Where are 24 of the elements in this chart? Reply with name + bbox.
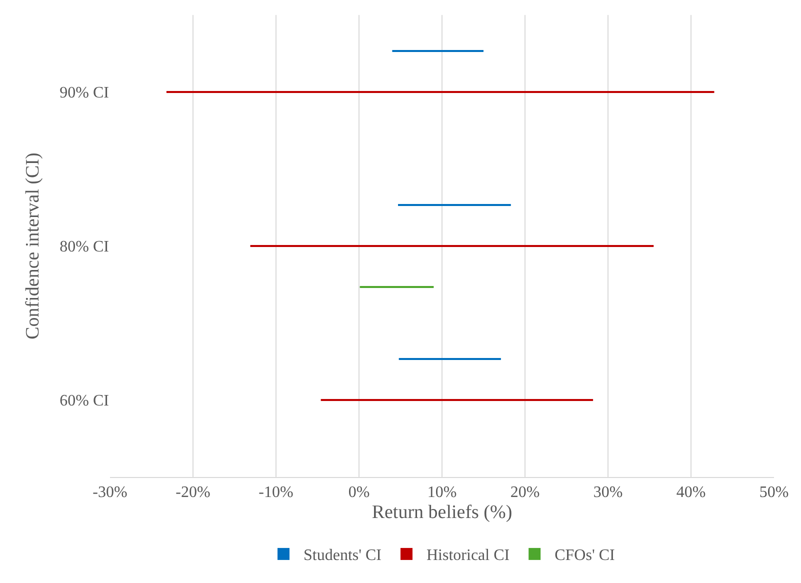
bar [250,245,654,247]
x-tick-label: 0% [348,484,370,502]
x-tick-label: 20% [510,484,540,502]
x-tick-label: -30% [92,484,128,502]
bar [398,358,501,360]
y-tick-label: 80% CI [60,238,109,256]
x-axis-title: Return beliefs (%) [372,502,512,523]
y-tick-label: 90% CI [60,84,109,102]
x-tick-label: -10% [258,484,294,502]
bar [398,204,511,206]
bar [320,399,594,401]
x-tick-label: 50% [759,484,789,502]
legend-label: Students' CI [304,547,382,564]
x-tick-label: -20% [176,484,210,502]
x-tick-label: 40% [676,484,706,502]
bar [166,91,714,93]
x-tick-label: 30% [593,484,623,502]
legend-label: CFOs' CI [554,547,615,564]
x-tick-label: 10% [427,484,457,502]
bar [360,286,434,288]
bar [392,50,484,52]
legend-label: Historical CI [426,547,510,564]
y-axis-title: Confidence interval (CI) [22,152,44,340]
y-tick-label: 60% CI [60,392,109,410]
